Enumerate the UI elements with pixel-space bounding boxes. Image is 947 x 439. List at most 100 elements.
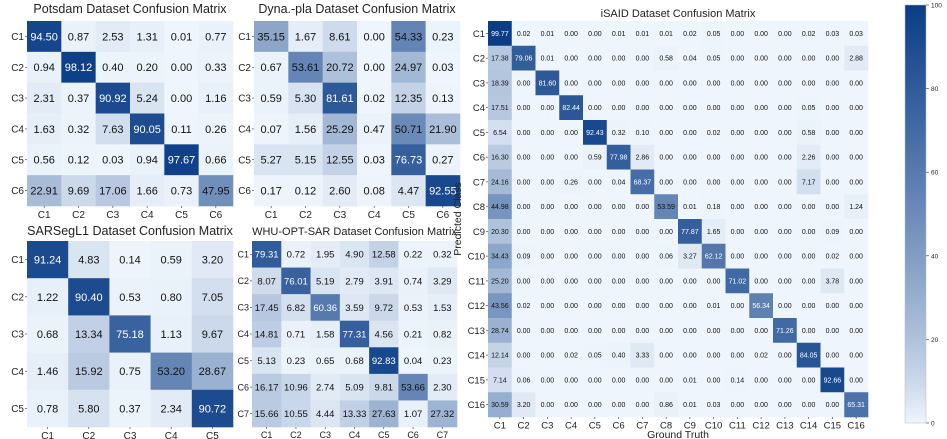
cell-value-label: 0.00 bbox=[588, 377, 602, 384]
heatmap-cell bbox=[511, 293, 536, 319]
heatmap-cell bbox=[844, 243, 869, 269]
cell-value-label: 79.31 bbox=[255, 250, 279, 261]
heatmap-cell bbox=[488, 268, 513, 294]
cell-value-label: 0.00 bbox=[564, 80, 578, 87]
cell-value-label: 0.21 bbox=[404, 329, 423, 340]
heatmap-cell bbox=[61, 113, 96, 145]
y-tick-label: C3 bbox=[237, 303, 249, 313]
heatmap-cell bbox=[559, 194, 584, 220]
colorbar-tick-label: 0 bbox=[931, 421, 935, 428]
heatmap-cell bbox=[630, 95, 655, 121]
heatmap-cell bbox=[511, 144, 536, 170]
heatmap-cell bbox=[606, 392, 631, 418]
heatmap-cell bbox=[559, 95, 584, 121]
y-tick-label: C15 bbox=[468, 375, 485, 386]
heatmap-cell bbox=[773, 120, 798, 146]
cell-value-label: 0.00 bbox=[778, 155, 792, 162]
cell-value-label: 84.05 bbox=[800, 353, 818, 360]
cell-value-label: 0.00 bbox=[849, 80, 863, 87]
cell-value-label: 0.00 bbox=[659, 328, 673, 335]
heatmap-cell bbox=[27, 389, 69, 428]
heatmap-cell bbox=[511, 21, 536, 47]
cell-value-label: 0.66 bbox=[205, 155, 226, 167]
heatmap-cell bbox=[488, 45, 513, 71]
cell-value-label: 1.31 bbox=[136, 31, 157, 43]
heatmap-cell bbox=[654, 318, 679, 344]
heatmap-cell bbox=[678, 45, 703, 71]
cell-value-label: 0.00 bbox=[588, 278, 602, 285]
cell-value-label: 6.82 bbox=[287, 303, 306, 314]
heatmap-cell bbox=[27, 113, 62, 145]
cell-value-label: 0.00 bbox=[612, 229, 626, 236]
heatmap-cell bbox=[398, 294, 429, 322]
heatmap-cell bbox=[488, 219, 513, 245]
heatmap-cell bbox=[511, 243, 536, 269]
cell-value-label: 2.53 bbox=[102, 31, 123, 43]
y-tick-label: C2 bbox=[11, 63, 24, 74]
cell-value-label: 0.00 bbox=[541, 105, 555, 112]
cell-value-label: 0.17 bbox=[260, 186, 281, 198]
heatmap-cell bbox=[535, 194, 560, 220]
cell-value-label: 0.01 bbox=[683, 402, 697, 409]
cell-value-label: 0.00 bbox=[612, 278, 626, 285]
cell-value-label: 17.38 bbox=[491, 56, 509, 63]
heatmap-cell bbox=[678, 21, 703, 47]
y-tick-label: C6 bbox=[238, 186, 251, 197]
heatmap-cell bbox=[535, 293, 560, 319]
cell-value-label: 0.00 bbox=[541, 229, 555, 236]
cell-value-label: 0.00 bbox=[564, 155, 578, 162]
heatmap-cell bbox=[511, 318, 536, 344]
y-tick-label: C14 bbox=[468, 351, 485, 362]
x-tick-label: C3 bbox=[124, 431, 137, 439]
heatmap-cell bbox=[488, 95, 513, 121]
heatmap-cell bbox=[369, 373, 399, 401]
cell-value-label: 2.74 bbox=[316, 383, 335, 394]
heatmap-cell bbox=[281, 241, 311, 268]
cell-value-label: 0.00 bbox=[659, 229, 673, 236]
x-tick-label: C1 bbox=[265, 210, 278, 221]
cell-value-label: 97.67 bbox=[168, 155, 196, 167]
cell-value-label: 0.00 bbox=[564, 31, 578, 38]
cell-value-label: 0.00 bbox=[564, 229, 578, 236]
heatmap-cell bbox=[488, 318, 513, 344]
heatmap-cell bbox=[820, 144, 845, 170]
heatmap-cell bbox=[357, 175, 392, 207]
heatmap-cell bbox=[654, 367, 679, 393]
heatmap-cell bbox=[357, 51, 392, 83]
heatmap-cell bbox=[796, 194, 821, 220]
cell-value-label: 0.00 bbox=[636, 278, 650, 285]
cell-value-label: 0.37 bbox=[68, 93, 89, 105]
heatmap-cell bbox=[725, 194, 750, 220]
cell-value-label: 0.00 bbox=[363, 31, 384, 43]
cell-value-label: 0.00 bbox=[707, 80, 721, 87]
colorbar-gradient bbox=[904, 4, 927, 424]
cell-value-label: 0.01 bbox=[612, 31, 626, 38]
cell-value-label: 54.33 bbox=[395, 31, 423, 43]
heatmap-cell bbox=[583, 219, 608, 245]
heatmap-cell bbox=[678, 144, 703, 170]
heatmap-cell bbox=[61, 21, 96, 53]
heatmap-cell bbox=[725, 392, 750, 418]
heatmap-cell bbox=[511, 268, 536, 294]
y-tick-label: C1 bbox=[11, 255, 24, 266]
y-tick-label: C5 bbox=[238, 155, 251, 166]
cell-value-label: 0.00 bbox=[849, 278, 863, 285]
cell-value-label: 0.03 bbox=[849, 31, 863, 38]
heatmap-cell bbox=[130, 21, 165, 53]
heatmap-cell bbox=[488, 169, 513, 195]
cell-value-label: 0.00 bbox=[683, 130, 697, 137]
cell-value-label: 2.26 bbox=[802, 155, 816, 162]
x-tick-label: C4 bbox=[565, 421, 577, 432]
heatmap-cell bbox=[398, 267, 429, 295]
cell-value-label: 0.00 bbox=[612, 377, 626, 384]
heatmap-cell bbox=[559, 219, 584, 245]
cell-value-label: 0.09 bbox=[826, 229, 840, 236]
heatmap-cell bbox=[701, 95, 726, 121]
heatmap-cell bbox=[606, 95, 631, 121]
heatmap-cell bbox=[583, 45, 608, 71]
heatmap-cell bbox=[511, 120, 536, 146]
heatmap-cell bbox=[150, 389, 193, 428]
cell-value-label: 0.73 bbox=[171, 186, 192, 198]
x-tick-label: C3 bbox=[541, 421, 553, 432]
